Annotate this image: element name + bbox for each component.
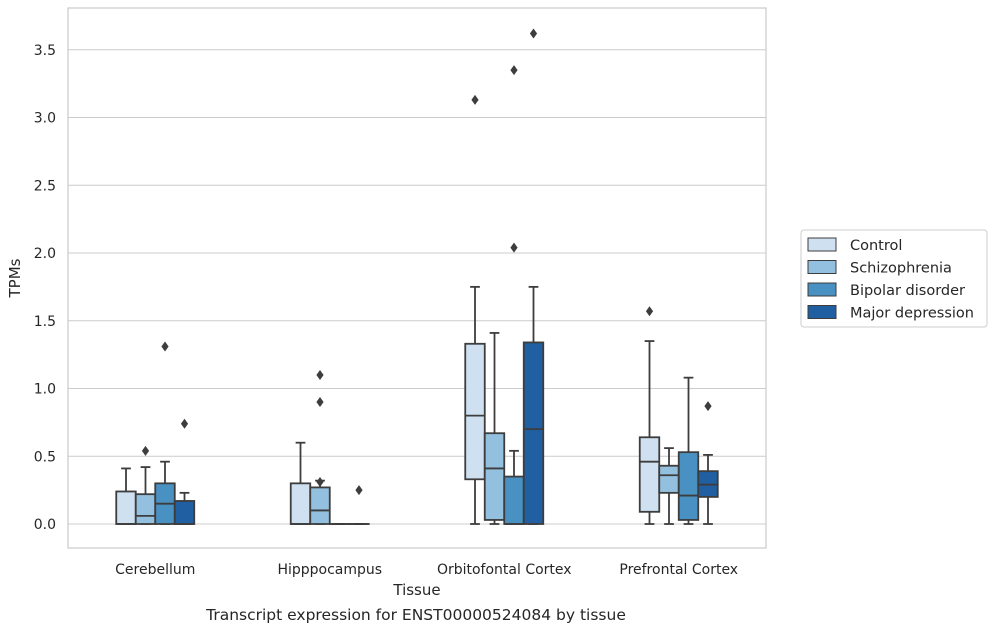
legend: Control Schizophrenia Bipolar disorder Majo… (800, 229, 988, 328)
box-group-cerebellum (115, 341, 196, 525)
outlier-point (180, 418, 189, 429)
outlier-point (355, 485, 363, 496)
x-tick-label: Cerebellum (115, 562, 195, 578)
outlier-point (471, 94, 479, 105)
outlier-point (316, 397, 324, 408)
legend-label: Major depression (850, 306, 974, 322)
box-major-depression (173, 500, 196, 525)
box-group-orbitofontal-cortex (464, 28, 545, 525)
legend-frame (800, 229, 988, 328)
y-tick-label: 3.5 (34, 43, 56, 59)
box-control (289, 482, 312, 525)
legend-label: Control (850, 238, 902, 254)
y-axis-label: TPMs (6, 258, 24, 298)
outlier-point (510, 242, 518, 253)
legend-swatch (807, 237, 837, 252)
box-bipolar-disorder (677, 451, 700, 521)
box-bipolar-disorder (503, 475, 525, 525)
outlier-point (645, 306, 654, 317)
box-schizophrenia (134, 493, 157, 525)
plot-frame (67, 7, 767, 549)
figure-caption: Transcript expression for ENST0000052408… (206, 606, 626, 624)
y-tick-label: 0.5 (34, 449, 56, 465)
x-tick-label: Prefrontal Cortex (619, 562, 738, 578)
y-gridlines (68, 49, 766, 525)
box-group-prefrontal-cortex (638, 306, 719, 525)
outlier-point (529, 28, 538, 39)
legend-label: Bipolar disorder (850, 283, 965, 299)
outlier-point (316, 476, 324, 487)
box-major-depression (522, 341, 545, 525)
box-control (464, 342, 486, 481)
y-tick-label: 3.0 (34, 111, 56, 127)
y-tick-label: 0.0 (34, 517, 56, 533)
box-groups (115, 28, 719, 525)
box-schizophrenia (483, 432, 506, 521)
legend-swatch (807, 305, 837, 319)
box-control (115, 490, 137, 525)
x-tick-labels: Cerebellum Hipppocampus Orbitofontal Corte… (115, 562, 738, 578)
outlier-point (316, 369, 324, 380)
y-tick-labels: 0.0 0.5 1.0 1.5 2.0 2.5 3.0 3.5 (34, 43, 56, 533)
outlier-point (510, 65, 518, 76)
y-tick-label: 2.5 (34, 178, 56, 194)
outlier-point (141, 445, 150, 456)
box-schizophrenia (309, 486, 331, 525)
outlier-point (161, 341, 169, 352)
y-tick-label: 2.0 (34, 246, 56, 262)
legend-swatch (807, 260, 837, 274)
box-group-hipppocampus (289, 369, 370, 525)
outlier-point (704, 401, 712, 412)
box-schizophrenia (658, 464, 680, 494)
y-tick-label: 1.5 (34, 314, 56, 330)
x-tick-label: Orbitofontal Cortex (437, 562, 572, 578)
x-tick-label: Hipppocampus (277, 562, 382, 578)
legend-label: Schizophrenia (850, 261, 952, 277)
legend-swatch (807, 282, 837, 297)
box-control (638, 436, 661, 513)
y-tick-label: 1.0 (34, 382, 56, 398)
x-axis-label: Tissue (392, 581, 440, 599)
